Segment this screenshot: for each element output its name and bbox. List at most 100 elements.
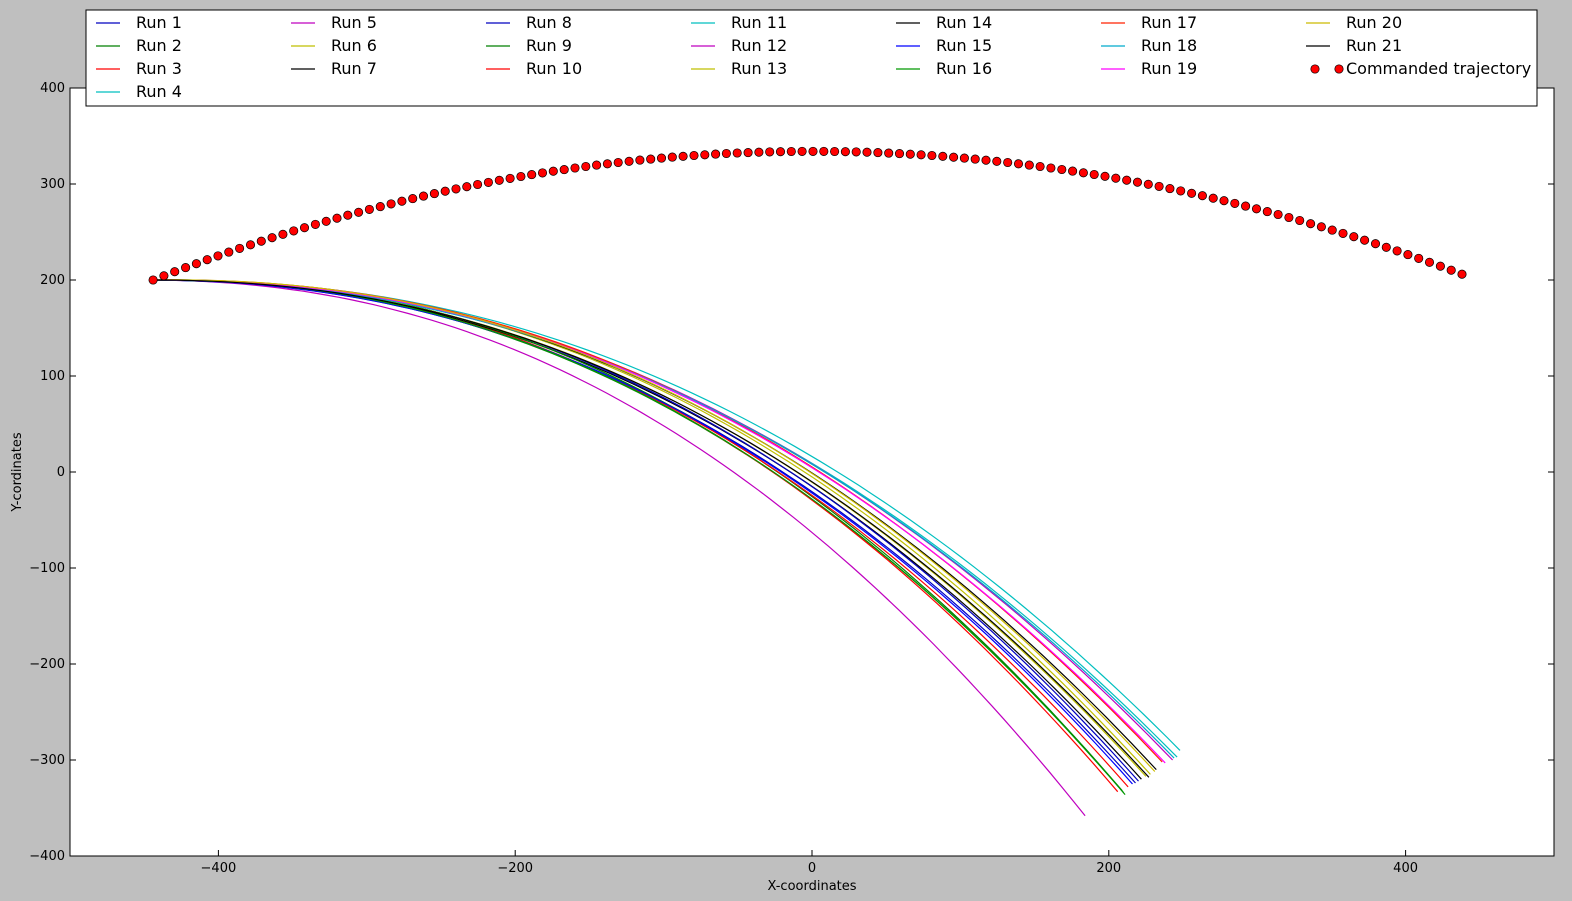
commanded-point — [592, 160, 602, 170]
commanded-point — [278, 229, 288, 239]
commanded-point — [938, 151, 948, 161]
legend-label: Run 14 — [936, 13, 992, 32]
commanded-point — [1424, 257, 1435, 267]
commanded-point — [354, 207, 364, 217]
commanded-point — [386, 199, 396, 209]
commanded-point — [299, 223, 310, 233]
commanded-point — [1338, 228, 1348, 238]
y-tick-label: 0 — [57, 465, 65, 480]
commanded-point — [1360, 235, 1370, 245]
commanded-point — [1197, 191, 1207, 201]
legend-label: Run 3 — [136, 59, 182, 78]
commanded-point — [602, 159, 612, 169]
commanded-point — [656, 153, 667, 163]
commanded-point — [905, 149, 915, 159]
run-lines — [151, 279, 1181, 817]
commanded-point — [429, 189, 439, 199]
commanded-point — [927, 150, 937, 161]
legend-label: Run 16 — [936, 59, 992, 78]
legend-label: Run 10 — [526, 59, 582, 78]
commanded-point — [765, 147, 775, 157]
commanded-point — [613, 157, 623, 168]
y-tick-label: 300 — [40, 177, 65, 192]
commanded-point — [202, 255, 212, 265]
commanded-point — [678, 151, 688, 161]
commanded-point — [689, 150, 699, 161]
commanded-point — [786, 146, 796, 157]
commanded-point — [256, 236, 266, 246]
commanded-point — [1154, 181, 1164, 191]
axes: −400 −200 0 200 400 −400 −300 −200 −100 0 100 200 30… — [29, 81, 1554, 876]
commanded-point — [884, 148, 894, 158]
commanded-point — [1013, 159, 1024, 169]
legend-label: Run 13 — [731, 59, 787, 78]
run-line-19 — [151, 279, 1166, 764]
legend-label: Run 11 — [731, 13, 787, 32]
commanded-point — [743, 148, 753, 158]
legend-marker — [1334, 64, 1344, 74]
commanded-point — [1327, 225, 1337, 235]
commanded-point — [1003, 157, 1013, 168]
commanded-point — [1446, 265, 1456, 275]
commanded-point — [332, 213, 342, 223]
commanded-point — [408, 194, 418, 204]
commanded-point — [181, 263, 191, 273]
commanded-point — [1024, 160, 1034, 170]
commanded-point — [581, 161, 591, 172]
commanded-point — [1187, 188, 1197, 198]
commanded-point — [1165, 184, 1175, 194]
legend-label: Run 1 — [136, 13, 182, 32]
run-line-21 — [151, 279, 1150, 778]
commanded-point — [916, 150, 926, 160]
legend-label: Run 7 — [331, 59, 377, 78]
commanded-point — [1241, 201, 1251, 211]
commanded-point — [1219, 196, 1229, 206]
commanded-point — [343, 210, 353, 220]
commanded-point — [1316, 222, 1326, 232]
commanded-point — [1392, 246, 1402, 256]
y-tick-label: −100 — [29, 561, 65, 576]
commanded-point — [170, 267, 180, 277]
commanded-point — [440, 186, 450, 196]
commanded-point — [321, 216, 331, 226]
commanded-point — [310, 219, 320, 229]
run-line-15 — [151, 279, 1133, 785]
x-tick-label: −400 — [201, 861, 237, 876]
commanded-point — [754, 147, 764, 157]
commanded-point — [245, 240, 256, 250]
commanded-point — [732, 148, 742, 158]
legend-label: Run 17 — [1141, 13, 1197, 32]
commanded-point — [473, 179, 483, 190]
commanded-point — [1273, 209, 1283, 220]
commanded-point — [483, 177, 493, 187]
commanded-point — [970, 154, 980, 164]
commanded-point — [1306, 219, 1316, 229]
commanded-point — [418, 191, 429, 201]
commanded-point — [397, 196, 407, 206]
commanded-point — [1262, 207, 1272, 217]
commanded-point — [451, 184, 461, 194]
legend: Run 1 Run 2 Run 3 Run 4 Run 5 Run 6 Run 7 Run 8… — [85, 9, 1538, 107]
commanded-point — [1457, 269, 1467, 279]
commanded-point — [775, 147, 786, 157]
commanded-point — [862, 147, 872, 157]
plot-area — [69, 87, 1555, 857]
commanded-point — [1414, 253, 1424, 263]
commanded-point — [1349, 232, 1359, 242]
commanded-point — [840, 147, 850, 157]
commanded-point — [1078, 168, 1088, 178]
commanded-point — [462, 182, 472, 192]
commanded-point — [1176, 186, 1186, 196]
commanded-point — [721, 148, 731, 159]
commanded-point — [819, 146, 829, 156]
commanded-point — [527, 170, 537, 180]
legend-label: Run 20 — [1346, 13, 1402, 32]
run-line-12 — [151, 279, 1086, 817]
commanded-point — [516, 171, 526, 182]
commanded-point — [494, 175, 504, 185]
commanded-point — [1122, 175, 1132, 185]
legend-label: Run 6 — [331, 36, 377, 55]
x-tick-label: 400 — [1393, 861, 1418, 876]
commanded-point — [267, 233, 277, 243]
